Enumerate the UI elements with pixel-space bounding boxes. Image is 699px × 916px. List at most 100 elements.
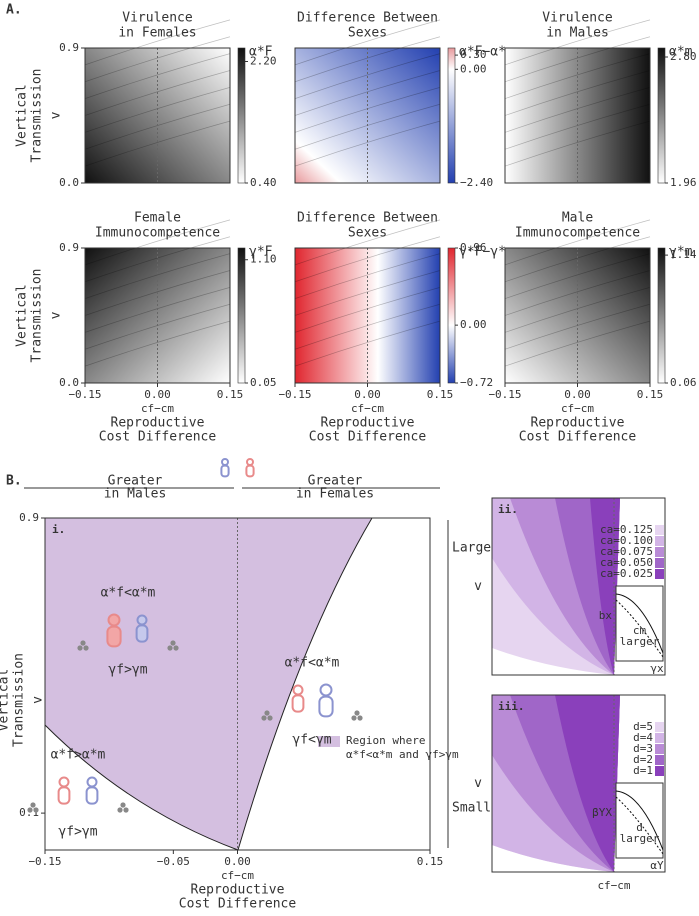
contour-line [294, 36, 441, 83]
pathogen [351, 715, 357, 721]
contour-line [504, 53, 651, 99]
pathogen [170, 640, 176, 646]
colorbar-tick-label: 1.10 [250, 253, 277, 266]
pathogen [354, 710, 360, 716]
legend-label: d=2 [633, 753, 653, 766]
contour-line [294, 320, 441, 367]
legend-label: d=3 [633, 742, 653, 755]
contour-line [294, 120, 441, 167]
inset-curve [615, 790, 664, 851]
side-label: Large [452, 541, 491, 556]
frame [491, 497, 666, 676]
inset-y-label: βYX [592, 806, 612, 819]
x-axis-desc: Reproductive [191, 883, 285, 898]
panel-title: Virulence [122, 11, 193, 26]
x-axis-desc: Reproductive [531, 416, 625, 431]
x-axis-desc: Cost Difference [309, 430, 427, 445]
colorbar [237, 247, 246, 384]
legend-swatch [655, 744, 664, 754]
contour-line [84, 36, 231, 83]
inequality: α*f<α*m [101, 586, 156, 601]
region [45, 518, 372, 850]
legend-swatch [655, 722, 664, 732]
x-axis-label: cf−cm [351, 402, 384, 415]
inequality: γf>γm [58, 825, 97, 840]
x-tick-label: −0.15 [488, 388, 521, 401]
x-axis-label: cf−cm [141, 402, 174, 415]
x-tick-label: 0.15 [217, 388, 244, 401]
contour-line [294, 19, 441, 66]
legend-label: Region where [346, 734, 425, 747]
person-body [57, 786, 71, 805]
y-axis-symbol: v [474, 579, 482, 594]
person-head [319, 683, 333, 697]
contour-line [84, 70, 231, 116]
y-axis-label: Transmission [30, 69, 45, 163]
contour-line [294, 53, 441, 99]
legend-label: d=1 [633, 764, 653, 777]
person-body [291, 694, 305, 713]
inset-note: d [636, 821, 643, 834]
person-head [292, 684, 304, 696]
contour-line [504, 19, 651, 66]
pathogen [27, 807, 33, 813]
panel-title: Difference Between [297, 211, 438, 226]
person-body [135, 624, 149, 643]
colorbar-tick-label: 2.80 [670, 50, 697, 63]
legend-label: ca=0.075 [600, 545, 653, 558]
frame [294, 47, 441, 184]
y-axis-label: Vertical [15, 84, 30, 147]
panel-title: Sexes [348, 226, 387, 241]
legend-label: d=4 [633, 731, 653, 744]
panel-title: Female [134, 211, 181, 226]
inset-curve [615, 593, 664, 654]
panel-title: Sexes [348, 26, 387, 41]
pathogen [30, 802, 36, 808]
colorbar [447, 47, 456, 184]
panel-title: Immunocompetence [95, 226, 220, 241]
inset-curve [615, 796, 664, 855]
person-head [246, 458, 254, 466]
arrow-label: Greater [308, 474, 363, 489]
x-tick-label: −0.15 [68, 388, 101, 401]
colorbar-label: γ*m [669, 245, 693, 260]
person-body [106, 625, 122, 648]
colorbar-label: α*m [669, 45, 693, 60]
contour-line [294, 253, 441, 299]
colorbar [237, 47, 246, 184]
legend-swatch [655, 569, 664, 579]
contour-line [504, 236, 651, 283]
x-tick-label: 0.00 [564, 388, 591, 401]
colorbar [657, 247, 666, 384]
x-axis-desc: Cost Difference [99, 430, 217, 445]
frame [504, 47, 651, 184]
contour-line [84, 120, 231, 167]
legend-label: d=5 [633, 720, 653, 733]
arrow-label: in Males [104, 487, 167, 502]
x-tick-label: −0.15 [278, 388, 311, 401]
legend-label: α*f<α*m and γf>γm [346, 748, 459, 761]
side-label: Small [452, 801, 491, 816]
contour-line [84, 219, 231, 266]
colorbar-tick-label: −2.40 [460, 176, 493, 189]
colorbar-tick-label: 0.96 [460, 241, 487, 254]
y-tick-label: 0.9 [59, 41, 79, 54]
legend-swatch [318, 736, 340, 747]
legend-label: ca=0.050 [600, 556, 653, 569]
y-axis-symbol: v [49, 111, 64, 119]
pathogen [264, 710, 270, 716]
y-axis-label: Transmission [30, 269, 45, 363]
y-axis-label: Vertical [0, 669, 12, 732]
legend-swatch [655, 525, 664, 535]
contour-line [504, 270, 651, 316]
y-axis-symbol: v [31, 696, 46, 704]
y-axis-symbol: v [474, 776, 482, 791]
contour-line [294, 70, 441, 116]
pathogen [117, 807, 123, 813]
colorbar-label: γ*F−γ*m [459, 245, 514, 260]
person-head [221, 458, 229, 466]
person-head [86, 776, 98, 788]
colorbar-tick-label: 2.20 [250, 55, 277, 68]
panel-label: ii. [498, 503, 518, 516]
colorbar-tick-label: 0.00 [460, 318, 487, 331]
